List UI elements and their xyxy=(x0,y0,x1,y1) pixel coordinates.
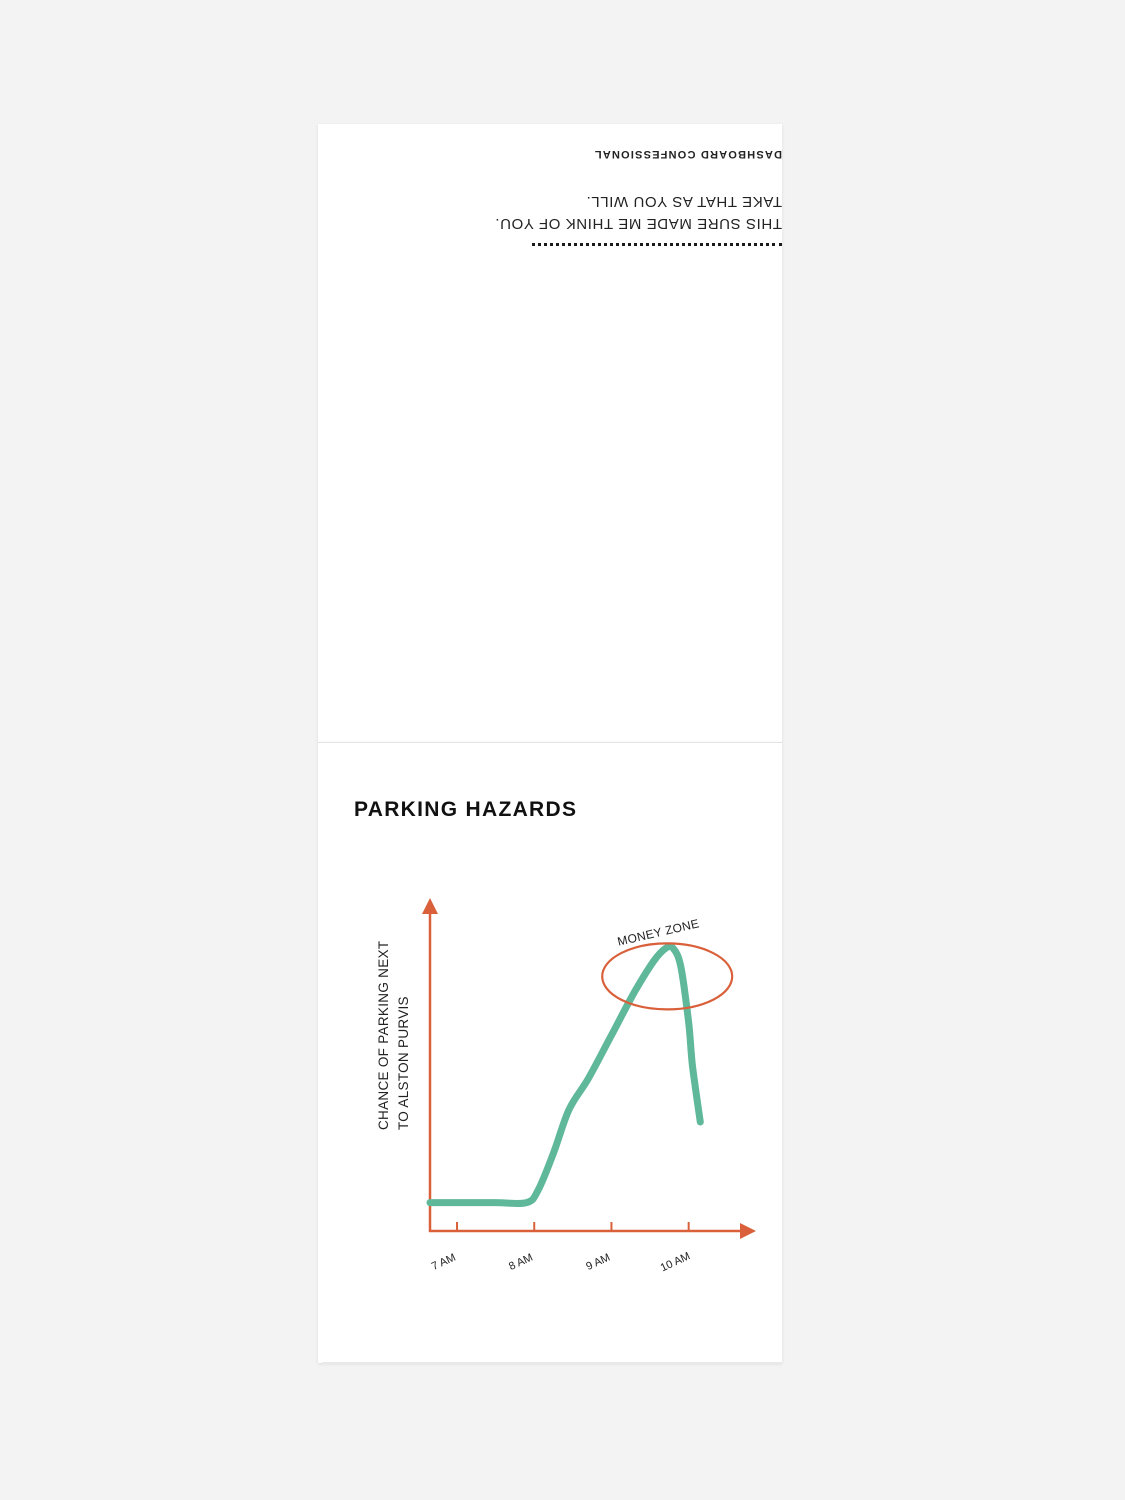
bottom-card xyxy=(318,742,782,1363)
x-axis-arrow-icon xyxy=(740,1223,756,1239)
x-tick-labels: 7 AM 8 AM 9 AM 10 AM xyxy=(430,1250,692,1274)
x-ticks xyxy=(456,1222,690,1231)
y-axis-arrow-icon xyxy=(422,898,438,914)
x-tick-label-1: 7 AM xyxy=(430,1252,458,1273)
y-axis-label-line-2: TO ALSTON PURVIS xyxy=(396,996,411,1130)
money-zone-ellipse xyxy=(601,942,734,1011)
y-axis-label: CHANCE OF PARKING NEXT TO ALSTON PURVIS xyxy=(376,937,411,1130)
page-edge xyxy=(322,1362,782,1364)
x-tick-label-4: 10 AM xyxy=(659,1250,692,1274)
chart-title: PARKING HAZARDS xyxy=(354,798,578,821)
series-line xyxy=(426,942,704,1208)
y-axis-label-line-1: CHANCE OF PARKING NEXT xyxy=(376,941,391,1130)
x-tick-label-3: 9 AM xyxy=(584,1252,612,1273)
x-tick-label-2: 8 AM xyxy=(507,1252,535,1273)
top-card: THIS SURE MADE ME THINK OF YOU. TAKE THA… xyxy=(318,124,782,742)
